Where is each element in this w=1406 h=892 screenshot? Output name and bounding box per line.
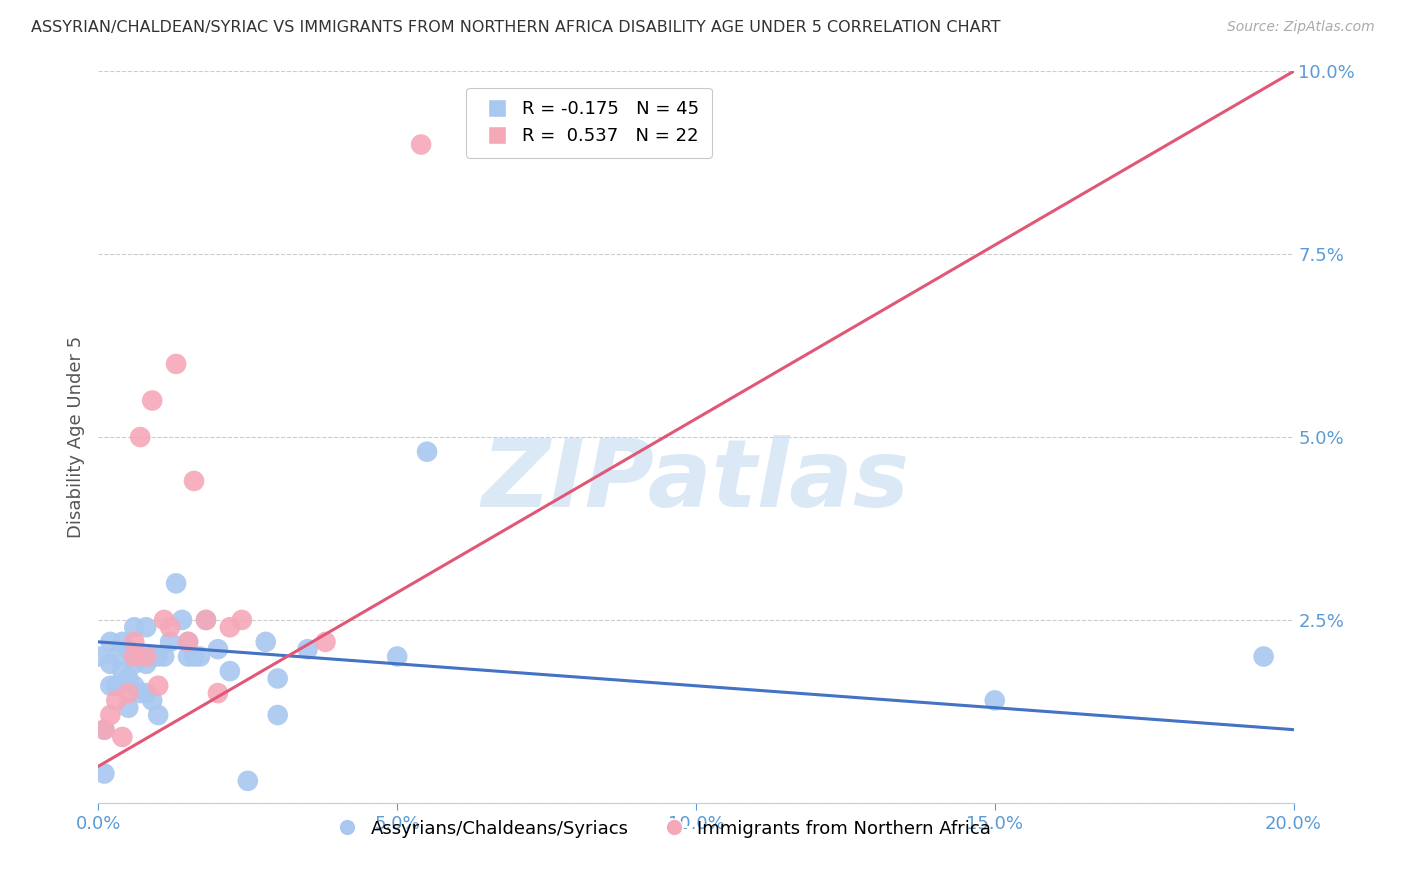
Y-axis label: Disability Age Under 5: Disability Age Under 5 xyxy=(66,336,84,538)
Point xyxy=(219,620,242,634)
Point xyxy=(188,649,211,664)
Point xyxy=(183,474,205,488)
Point xyxy=(207,686,229,700)
Point xyxy=(297,642,319,657)
Point xyxy=(141,393,163,408)
Point xyxy=(207,642,229,657)
Point xyxy=(1253,649,1275,664)
Point xyxy=(141,693,163,707)
Point xyxy=(172,613,194,627)
Point xyxy=(93,723,115,737)
Point xyxy=(124,679,146,693)
Point xyxy=(315,635,337,649)
Point xyxy=(117,686,139,700)
Point xyxy=(124,649,146,664)
Point xyxy=(105,693,128,707)
Text: ASSYRIAN/CHALDEAN/SYRIAC VS IMMIGRANTS FROM NORTHERN AFRICA DISABILITY AGE UNDER: ASSYRIAN/CHALDEAN/SYRIAC VS IMMIGRANTS F… xyxy=(31,20,1001,35)
Point xyxy=(129,430,152,444)
Point xyxy=(236,773,259,788)
Point xyxy=(111,635,134,649)
Point xyxy=(195,613,218,627)
Point xyxy=(165,576,187,591)
Point xyxy=(195,613,218,627)
Point xyxy=(153,649,176,664)
Point xyxy=(117,672,139,686)
Point xyxy=(153,613,176,627)
Point xyxy=(141,649,163,664)
Point xyxy=(267,672,290,686)
Point xyxy=(98,635,122,649)
Legend: Assyrians/Chaldeans/Syriacs, Immigrants from Northern Africa: Assyrians/Chaldeans/Syriacs, Immigrants … xyxy=(322,813,998,845)
Point xyxy=(105,679,128,693)
Point xyxy=(124,657,146,671)
Point xyxy=(177,635,200,649)
Point xyxy=(129,649,152,664)
Point xyxy=(254,635,277,649)
Point xyxy=(148,679,170,693)
Point xyxy=(87,649,110,664)
Point xyxy=(148,708,170,723)
Point xyxy=(165,357,187,371)
Point xyxy=(416,444,439,458)
Point xyxy=(135,657,157,671)
Point xyxy=(117,642,139,657)
Point xyxy=(411,137,433,152)
Point xyxy=(98,657,122,671)
Point xyxy=(111,730,134,744)
Point xyxy=(159,635,181,649)
Point xyxy=(177,649,200,664)
Point xyxy=(117,700,139,714)
Point xyxy=(135,686,157,700)
Point xyxy=(219,664,242,678)
Point xyxy=(124,635,146,649)
Point xyxy=(93,723,115,737)
Point xyxy=(148,649,170,664)
Text: ZIPatlas: ZIPatlas xyxy=(482,435,910,527)
Point xyxy=(135,649,157,664)
Point xyxy=(124,620,146,634)
Point xyxy=(159,620,181,634)
Point xyxy=(135,620,157,634)
Point xyxy=(984,693,1007,707)
Point xyxy=(231,613,253,627)
Point xyxy=(93,766,115,780)
Point xyxy=(183,649,205,664)
Point xyxy=(98,708,122,723)
Point xyxy=(105,649,128,664)
Point xyxy=(177,635,200,649)
Point xyxy=(98,679,122,693)
Point xyxy=(111,664,134,678)
Point xyxy=(385,649,409,664)
Point xyxy=(267,708,290,723)
Text: Source: ZipAtlas.com: Source: ZipAtlas.com xyxy=(1227,20,1375,34)
Point xyxy=(129,686,152,700)
